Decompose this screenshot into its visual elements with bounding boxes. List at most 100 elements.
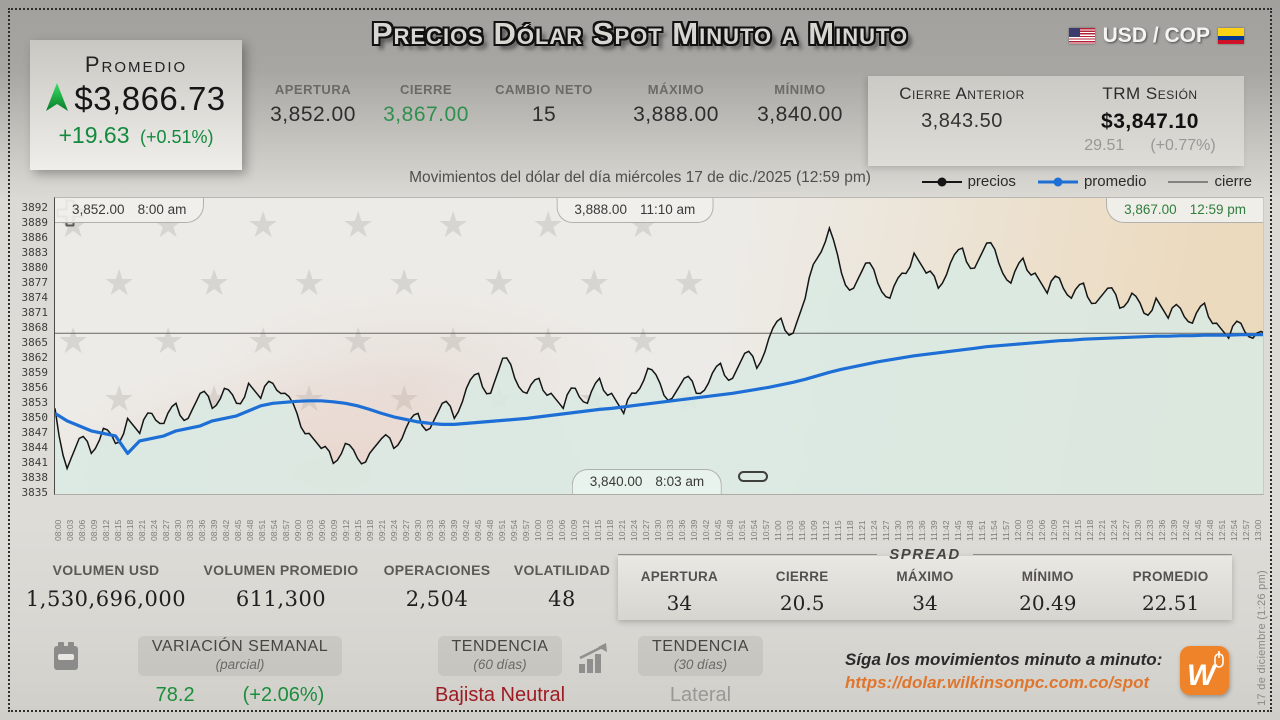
y-tick: 3847: [21, 426, 49, 440]
oval-marker-icon: [737, 471, 768, 482]
volumen-promedio-value: 611,300: [235, 587, 327, 611]
x-tick: 11:18: [845, 520, 855, 541]
cierre-trm-panel: Cierre Anterior 3,843.50 TRM Sesión $3,8…: [868, 76, 1244, 166]
cierre-line-sample-icon: [1168, 181, 1209, 182]
promedio-label: Promedio: [84, 52, 188, 77]
logo-letter: W: [1187, 659, 1216, 692]
x-tick: 08:21: [137, 519, 147, 541]
x-tick: 09:48: [485, 519, 495, 541]
y-tick: 3835: [21, 486, 49, 500]
y-tick: 3883: [21, 246, 49, 260]
x-tick: 10:09: [569, 519, 579, 541]
legend-item-precios[interactable]: precios: [921, 173, 1016, 190]
star-glyph: ★: [247, 204, 279, 246]
x-tick: 11:09: [809, 520, 819, 541]
x-tick: 09:45: [473, 519, 483, 541]
x-tick: 08:18: [125, 519, 135, 541]
star-glyph: ★: [388, 262, 420, 304]
x-tick: 10:36: [677, 519, 687, 541]
x-tick: 12:27: [1121, 519, 1131, 541]
x-tick: 08:00: [53, 519, 63, 541]
y-tick: 3871: [21, 306, 49, 320]
x-tick: 08:06: [77, 519, 87, 541]
x-tick: 12:33: [1145, 519, 1155, 541]
x-tick: 10:27: [641, 519, 651, 541]
y-tick: 3856: [21, 381, 49, 395]
x-tick: 10:03: [545, 519, 555, 541]
y-tick: 3859: [21, 366, 49, 380]
operaciones-label: OPERACIONES: [383, 562, 491, 578]
x-tick: 10:48: [725, 519, 735, 541]
star-glyph: ★: [247, 320, 279, 362]
x-tick: 10:21: [617, 519, 627, 541]
x-tick: 08:03: [65, 519, 75, 541]
legend-label-promedio: promedio: [1083, 173, 1147, 190]
chart-subtitle: Movimientos del dólar del día miércoles …: [409, 169, 871, 186]
promedio-line-sample-icon: [1037, 177, 1078, 186]
spread-minimo-label: MÍNIMO: [1021, 569, 1074, 584]
volumen-promedio-label: VOLUMEN PROMEDIO: [203, 562, 359, 578]
y-tick: 3886: [21, 231, 49, 245]
x-tick: 08:45: [233, 519, 243, 541]
x-tick: 11:21: [857, 520, 867, 541]
annotation-open-value: 3,852.00: [72, 202, 125, 217]
promedio-panel: Promedio $3,866.73 +19.63 (+0.51%): [30, 40, 242, 170]
star-glyph: ★: [627, 320, 659, 362]
spread-cierre-value: 20.5: [779, 591, 825, 615]
trend-chart-icon: [579, 643, 607, 673]
x-tick: 11:30: [893, 520, 903, 541]
x-tick: 08:51: [257, 519, 267, 541]
x-tick: 09:21: [377, 519, 387, 541]
chart-legend: precios promedio cierre: [921, 173, 1252, 190]
x-tick: 09:57: [521, 519, 531, 541]
promo-url-link[interactable]: https://dolar.wilkinsonpc.com.co/spot: [845, 673, 1150, 692]
x-tick: 08:39: [209, 519, 219, 541]
x-tick: 10:51: [737, 519, 747, 541]
x-tick: 12:30: [1133, 519, 1143, 541]
tendencia-30-block: TENDENCIA (30 días) Lateral: [618, 636, 783, 707]
x-tick: 12:36: [1157, 519, 1167, 541]
spread-title: SPREAD: [889, 546, 961, 563]
legend-item-cierre[interactable]: cierre: [1168, 173, 1252, 190]
x-tick: 12:57: [1241, 519, 1251, 541]
x-tick: 09:51: [497, 519, 507, 541]
annotation-min: 3,840.00 8:03 am: [571, 469, 723, 494]
star-glyph: ★: [103, 262, 135, 304]
spread-promedio-label: PROMEDIO: [1132, 569, 1209, 584]
tendencia-60-value: Bajista Neutral: [434, 684, 566, 706]
y-tick: 3880: [21, 261, 49, 275]
x-tick: 11:27: [881, 520, 891, 541]
x-tick: 09:36: [437, 519, 447, 541]
currency-pair: USD / COP: [1068, 24, 1244, 48]
x-tick: 11:39: [929, 520, 939, 541]
x-tick: 12:54: [1229, 519, 1239, 541]
x-tick: 12:51: [1217, 519, 1227, 541]
y-tick: 3862: [21, 351, 49, 365]
x-tick: 08:36: [197, 519, 207, 541]
cierre-anterior-label: Cierre Anterior: [899, 84, 1025, 103]
variacion-semanal-pct: (+2.06%): [242, 684, 325, 706]
x-tick: 12:15: [1073, 519, 1083, 541]
y-tick: 3841: [21, 456, 49, 470]
precios-line: [55, 225, 1263, 471]
x-tick: 08:42: [221, 519, 231, 541]
wilkinsonpc-logo[interactable]: W: [1180, 646, 1229, 695]
y-axis-labels: 3892 3889 3886 3883 3880 3877 3874 3871 3868 3865…: [12, 197, 50, 499]
annotation-max-value: 3,888.00: [574, 202, 627, 217]
star-glyph: ★: [673, 262, 705, 304]
x-tick: 08:33: [185, 519, 195, 541]
y-tick: 3865: [21, 336, 49, 350]
x-tick: 11:00: [773, 520, 783, 541]
x-tick: 11:42: [941, 520, 951, 541]
x-tick: 12:03: [1025, 519, 1035, 541]
star-glyph: ★: [342, 204, 374, 246]
legend-item-promedio[interactable]: promedio: [1037, 173, 1147, 190]
cierre-value: 3,867.00: [383, 103, 469, 126]
legend-label-precios: precios: [967, 173, 1016, 190]
page-title: Precios Dólar Spot Minuto a Minuto: [371, 16, 909, 51]
maximo-value: 3,888.00: [633, 103, 719, 126]
x-tick: 09:42: [461, 519, 471, 541]
chart-plot-area[interactable]: ★★★★★★★★★★★★★★★★★★★★★★★★★★★★ 3,852.00 8:…: [54, 197, 1264, 495]
star-glyph: ★: [57, 320, 89, 362]
x-tick: 11:51: [977, 520, 987, 541]
